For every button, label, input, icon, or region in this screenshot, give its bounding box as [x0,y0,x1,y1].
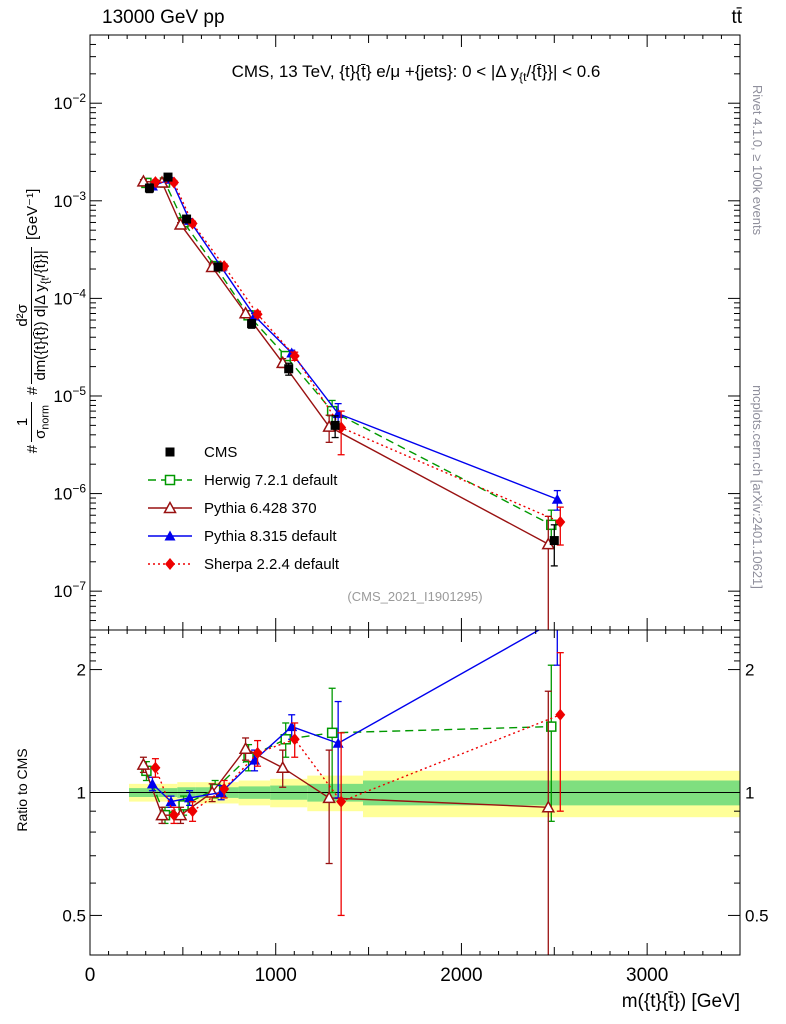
marker-square-open [326,727,338,739]
x-axis-label: m({t}{t̄}) [GeV] [621,991,740,1012]
ylabel-hash2: # [24,386,42,395]
rivet-version-label: Rivet 4.1.0, ≥ 100k events [750,84,765,236]
marker-triangle-open [173,217,188,230]
marker-square-filled [163,172,173,182]
legend-label: Herwig 7.2.1 default [204,472,338,489]
marker-triangle-open [238,306,253,319]
marker-square-filled [330,420,340,430]
ylabel-fraction-1: 1 σnorm [14,402,52,442]
legend-label: Pythia 6.428 370 [204,500,317,517]
x-axis-tick-label: 1000 [255,965,297,986]
ratio-tick-label-left: 1 [77,784,86,803]
marker-triangle-filled [146,778,158,789]
main-panel [136,172,566,630]
marker-square-open [546,721,557,732]
mcplots-credit-label: mcplots.cern.ch [arXiv:2401.10621] [750,385,765,589]
marker-triangle-open [541,800,556,813]
marker-diamond-filled [252,746,263,759]
analysis-id-watermark: (CMS_2021_I1901295) [347,589,483,604]
plot-title: CMS, 13 TeV, {t}{t̄} e/μ +{jets}: 0 < |Δ… [100,62,732,84]
marker-diamond-filled [169,809,179,822]
x-axis-tick-label: 2000 [440,965,482,986]
ratio-tick-label-left: 0.5 [62,906,86,925]
marker-triangle-filled [184,792,196,803]
legend-label: CMS [204,444,237,461]
main-frame [89,34,741,631]
y-axis-tick-label: 10−7 [53,579,86,601]
plot-title-subscript: {t [518,69,527,84]
marker-diamond-filled [289,733,300,746]
process-label: tt̄ [731,7,742,28]
marker-square-filled [284,364,294,374]
marker-triangle-open [155,808,169,821]
marker-square-filled [144,183,154,193]
ratio-panel [90,614,740,955]
marker-diamond-filled [289,350,300,363]
marker-square-filled [549,536,559,546]
y-axis-tick-label: 10−2 [53,91,86,113]
ratio-tick-label-right: 2 [745,661,754,680]
ylabel-fraction-2: d²σ dm({t}{t̄}) d|Δ y{t/{t̄}}| [14,247,52,384]
marker-square-filled [213,262,223,272]
legend-label: Pythia 8.315 default [204,528,337,545]
main-y-axis-label: #1 σnorm # d²σ dm({t}{t̄}) d|Δ y{t/{t̄}}| [… [14,21,56,621]
x-axis-tick-label: 3000 [626,965,668,986]
legend-entry: Sherpa 2.2.4 default [148,556,340,573]
y-axis-tick-label: 10−3 [53,189,86,211]
legend-label: Sherpa 2.2.4 default [204,556,340,573]
marker-triangle-filled [552,614,563,624]
marker-diamond-filled [555,515,566,528]
y-axis-tick-label: 10−6 [53,482,86,504]
marker-triangle-filled [551,493,563,504]
marker-diamond-filled [165,558,175,570]
axis-ticks [89,34,741,955]
ratio-tick-label-right: 1 [745,784,754,803]
marker-square-filled [247,319,257,329]
beam-energy-label: 13000 GeV pp [102,7,225,28]
marker-triangle-open [238,741,253,754]
marker-diamond-filled [219,782,230,795]
marker-square-filled [182,214,192,224]
y-axis-tick-label: 10−5 [53,384,86,406]
marker-diamond-filled [187,805,198,818]
marker-diamond-filled [336,795,347,808]
legend-entry: Pythia 6.428 370 [148,500,317,517]
marker-square-filled [165,447,175,457]
marker-triangle-open [275,760,290,773]
ratio-tick-label-right: 0.5 [745,906,769,925]
marker-triangle-filled [332,737,344,748]
marker-triangle-open [322,790,336,804]
plot-title-text: CMS, 13 TeV, {t}{t̄} e/μ +{jets}: 0 < |Δ… [231,62,519,81]
marker-triangle-open [136,757,151,770]
marker-triangle-filled [165,796,177,807]
marker-triangle-open [163,500,177,514]
plot-title-tail: /{t̄}}| < 0.6 [526,62,601,81]
marker-diamond-filled [252,308,263,321]
y-axis-tick-label: 10−4 [53,286,86,308]
spectrum-line [155,181,561,523]
x-axis-tick-label: 0 [85,965,96,986]
legend-entry: CMS [165,444,237,461]
ratio-line [151,630,541,803]
marker-square-open [164,474,176,486]
spectrum-line [143,180,549,545]
ratio-tick-label-left: 2 [77,661,86,680]
marker-triangle-filled [164,530,176,541]
legend-entry: Pythia 8.315 default [148,528,337,545]
ylabel-hash1: # [24,444,42,454]
marker-diamond-filled [150,761,161,774]
ylabel-units: [GeV⁻¹] [24,188,42,241]
ratio-y-axis-label: Ratio to CMS [14,748,30,832]
legend-entry: Herwig 7.2.1 default [148,472,338,489]
marker-diamond-filled [555,708,566,721]
